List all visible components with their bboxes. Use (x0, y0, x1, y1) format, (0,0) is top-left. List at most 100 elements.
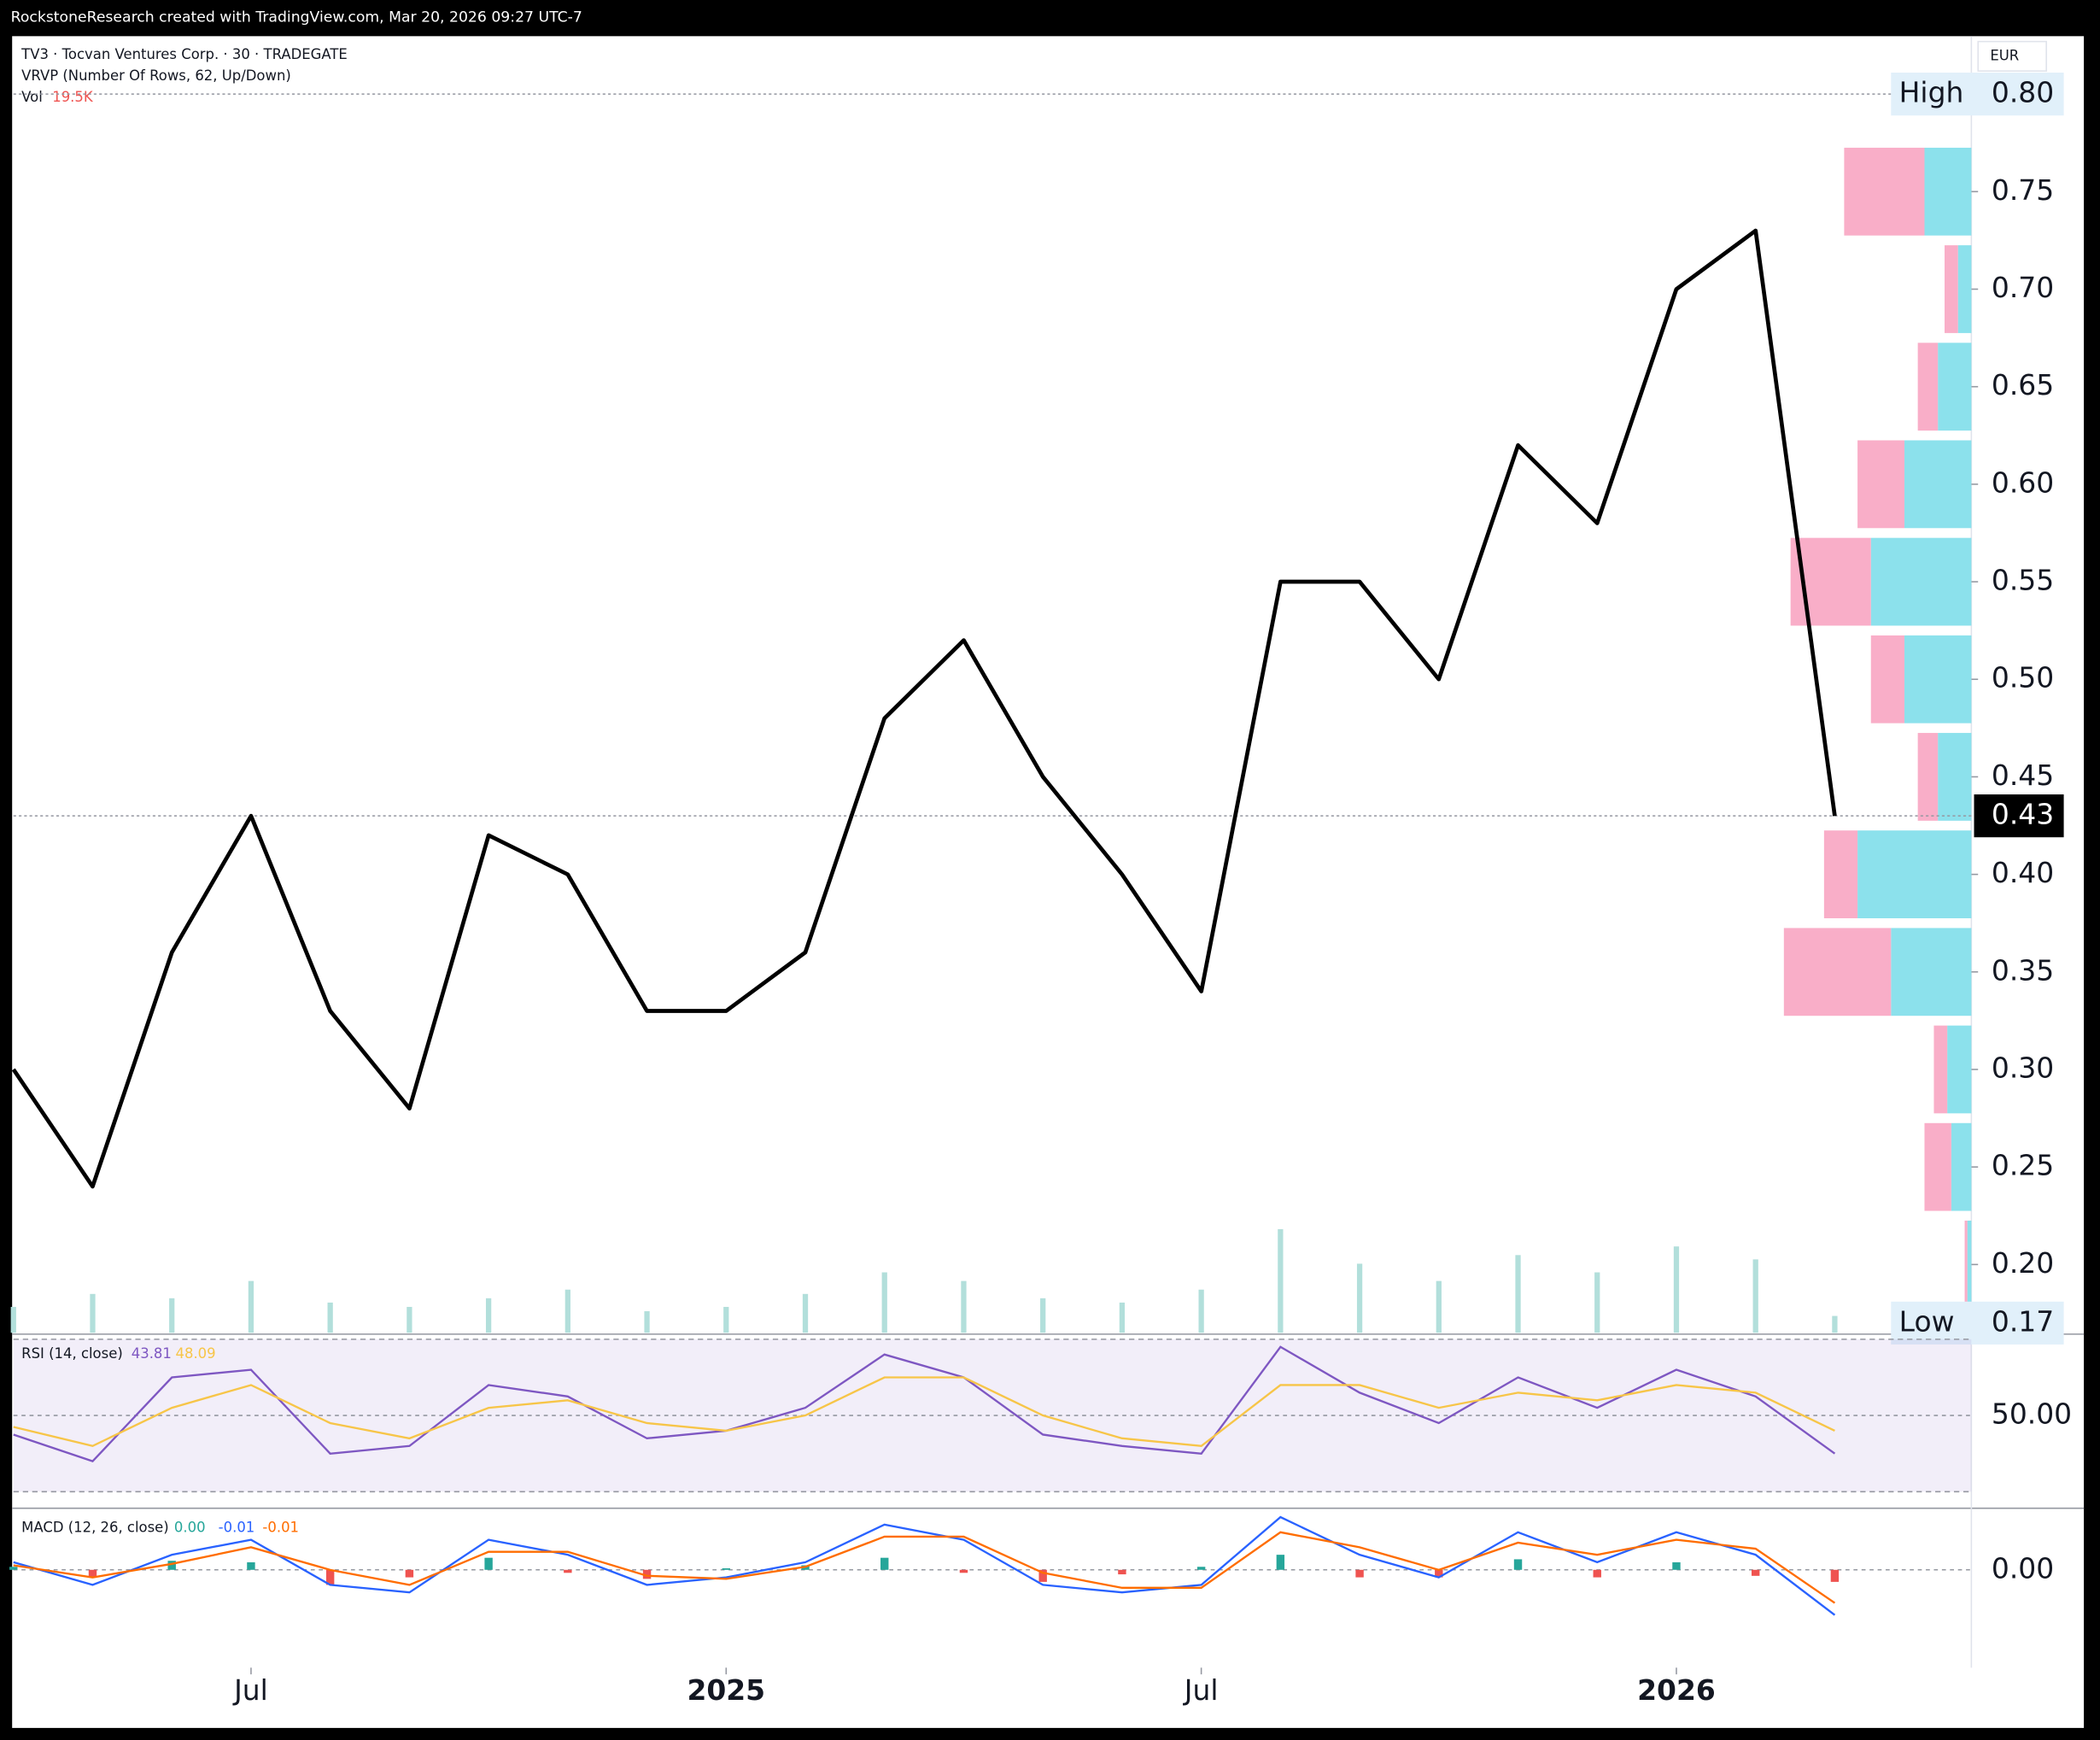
price-line (11, 228, 1837, 1189)
histogram-bar (564, 1569, 572, 1573)
legend-value: 43.81 (132, 1345, 172, 1362)
low-box (1891, 1301, 2064, 1345)
histogram-bar (880, 1557, 889, 1570)
profile-up (1870, 537, 1972, 626)
volume-bar (1594, 1272, 1600, 1333)
histogram-bar (9, 1567, 18, 1570)
profile-up (1924, 147, 1972, 236)
profile-up (1938, 343, 1972, 431)
currency: EUR (1990, 47, 2019, 63)
volume-bar (1673, 1246, 1680, 1333)
volume-bar (723, 1306, 729, 1333)
legend-value: 48.09 (176, 1345, 216, 1362)
volume-bar (1515, 1255, 1521, 1333)
volume-bar (564, 1289, 570, 1333)
profile-up (1957, 245, 1972, 333)
profile-down (1933, 1025, 1948, 1114)
y-tick-label: 0.40 (1992, 856, 2054, 889)
y-tick-label: 0.50 (1992, 661, 2054, 694)
profile-down (1964, 1220, 1968, 1309)
histogram-bar (1038, 1569, 1047, 1582)
y-tick-label: 0.00 (1992, 1551, 2054, 1585)
volume-bar (1198, 1289, 1204, 1333)
histogram-bar (1593, 1569, 1601, 1578)
volume-bar (802, 1293, 809, 1333)
volume-bar (881, 1272, 887, 1333)
y-tick-label: 0.60 (1992, 466, 2054, 499)
histogram-bar (484, 1557, 493, 1570)
profile-down (1917, 733, 1939, 821)
histogram-bar (642, 1569, 652, 1579)
y-tick-label: 0.35 (1992, 953, 2054, 987)
volume-bar (1832, 1315, 1838, 1333)
low-label: 0.17 (1992, 1304, 2054, 1338)
x-tick-label: 2026 (1637, 1673, 1716, 1707)
histogram-bar (1196, 1567, 1206, 1570)
volume-bar (1436, 1280, 1442, 1333)
volume-bar (1040, 1298, 1046, 1333)
y-tick-label: 0.45 (1992, 759, 2054, 792)
histogram-bar (959, 1569, 968, 1573)
histogram-bar (405, 1569, 414, 1578)
volume-bar (1119, 1302, 1126, 1333)
credit: RockstoneResearch created with TradingVi… (11, 9, 582, 26)
high-label: 0.80 (1992, 76, 2054, 109)
volume-bar (327, 1302, 333, 1333)
indicator-line (13, 1515, 1836, 1616)
volume-bar (10, 1306, 16, 1333)
histogram-bar (247, 1561, 255, 1570)
histogram-bar (325, 1569, 335, 1585)
legend-value: 0.00 (174, 1520, 206, 1536)
y-tick-label: 0.70 (1992, 271, 2054, 304)
volume-bar (169, 1298, 175, 1333)
volume-bar (407, 1306, 412, 1333)
histogram-bar (167, 1561, 176, 1570)
histogram-bar (1435, 1569, 1443, 1578)
profile-down (1924, 1122, 1951, 1211)
canvas (12, 36, 2085, 1728)
volume-bar (485, 1298, 492, 1333)
profile-up (1967, 1220, 1972, 1309)
histogram-bar (1276, 1555, 1285, 1570)
profile-down (1857, 440, 1904, 529)
y-tick-label: 0.55 (1992, 564, 2054, 597)
indicator-line (13, 1531, 1836, 1604)
histogram-bar (1513, 1559, 1523, 1570)
profile-up (1904, 440, 1972, 529)
volume-bar (1752, 1259, 1758, 1333)
profile-up (1951, 1122, 1972, 1211)
currency-box[interactable] (1977, 40, 2047, 72)
profile-down (1917, 343, 1939, 431)
y-tick-label: 0.30 (1992, 1051, 2054, 1084)
y-tick-label: 0.75 (1992, 173, 2054, 207)
histogram-bar (722, 1568, 730, 1570)
indicator-line (13, 1376, 1835, 1448)
profile-down (1870, 635, 1904, 724)
indicator-line (13, 1345, 1836, 1463)
legend-value: -0.01 (262, 1520, 299, 1536)
profile-up (1904, 635, 1972, 724)
volume-bar (644, 1311, 650, 1333)
profile-down (1844, 147, 1925, 236)
last-label: 0.43 (1992, 798, 2054, 831)
x-tick-label: Jul (232, 1673, 268, 1707)
volume-bar (248, 1280, 254, 1333)
volume-bar (1356, 1263, 1363, 1333)
profile-up (1938, 733, 1972, 821)
profile-down (1823, 830, 1858, 919)
histogram-bar (1672, 1561, 1681, 1570)
profile-up (1857, 830, 1972, 919)
y-tick-label: 0.20 (1992, 1246, 2054, 1280)
legend-value: -0.01 (219, 1520, 255, 1536)
vrvp: VRVP (Number Of Rows, 62, Up/Down) (21, 67, 291, 84)
profile-down (1945, 245, 1958, 333)
profile-up (1947, 1025, 1972, 1114)
high-text: High (1899, 76, 1964, 109)
y-tick-label: 0.25 (1992, 1149, 2054, 1182)
symbol: TV3 · Tocvan Ventures Corp. · 30 · TRADE… (20, 46, 348, 62)
vol-label: Vol (21, 89, 43, 105)
histogram-bar (1830, 1569, 1840, 1582)
low-text: Low (1899, 1304, 1955, 1338)
profile-up (1891, 928, 1972, 1016)
